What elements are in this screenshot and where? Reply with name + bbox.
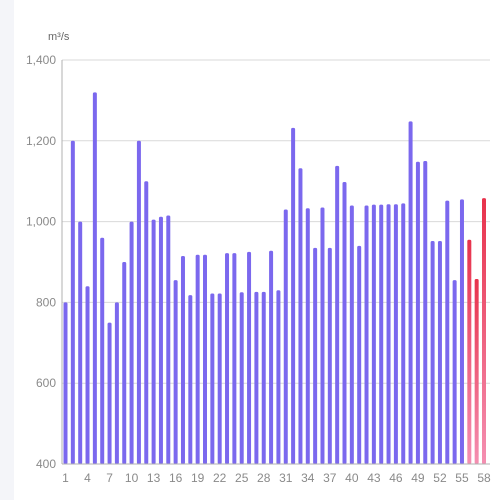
- bar[interactable]: [364, 205, 369, 464]
- bar[interactable]: [459, 199, 464, 464]
- bar[interactable]: [445, 200, 450, 465]
- axes: 400 600 800 1,000 1,200 1,400 1 4 7 10 13 16 19 22 25 2…: [26, 53, 491, 485]
- x-tick-label: 13: [147, 471, 161, 485]
- bar[interactable]: [371, 204, 376, 464]
- bar[interactable]: [92, 92, 97, 464]
- bar[interactable]: [437, 240, 442, 464]
- y-tick-label: 800: [36, 295, 56, 309]
- bar[interactable]: [408, 121, 413, 465]
- bar[interactable]: [320, 207, 325, 464]
- bar[interactable]: [122, 262, 127, 464]
- bar[interactable]: [276, 290, 281, 464]
- bar-highlight[interactable]: [474, 278, 479, 464]
- bar[interactable]: [452, 280, 457, 464]
- bar[interactable]: [423, 161, 428, 464]
- bar[interactable]: [298, 168, 303, 464]
- bar[interactable]: [415, 161, 420, 465]
- bar[interactable]: [107, 322, 112, 464]
- x-tick-label: 37: [323, 471, 337, 485]
- bar-highlight[interactable]: [482, 198, 486, 464]
- x-tick-label: 7: [106, 471, 113, 485]
- bar[interactable]: [63, 302, 68, 464]
- x-tick-label: 34: [301, 471, 315, 485]
- bar[interactable]: [151, 219, 156, 464]
- x-tick-label: 31: [279, 471, 293, 485]
- x-tick-label: 1: [62, 471, 69, 485]
- left-strip: [0, 0, 14, 500]
- bar[interactable]: [239, 292, 244, 464]
- bar[interactable]: [158, 216, 163, 464]
- x-tick-label: 40: [345, 471, 359, 485]
- bar[interactable]: [313, 247, 318, 464]
- bar[interactable]: [254, 291, 259, 464]
- bar[interactable]: [217, 293, 222, 464]
- x-tick-label: 43: [367, 471, 381, 485]
- bar[interactable]: [357, 245, 362, 464]
- y-tick-label: 1,200: [26, 134, 56, 148]
- bar[interactable]: [261, 291, 266, 464]
- bar[interactable]: [327, 247, 332, 464]
- x-tick-label: 16: [169, 471, 183, 485]
- bar[interactable]: [247, 251, 252, 464]
- bar[interactable]: [100, 237, 105, 464]
- bar[interactable]: [269, 250, 274, 464]
- x-tick-label: 55: [455, 471, 469, 485]
- x-tick-label: 22: [213, 471, 227, 485]
- x-tick-label: 49: [411, 471, 425, 485]
- bar[interactable]: [225, 253, 230, 464]
- bar[interactable]: [305, 208, 310, 464]
- y-tick-label: 1,000: [26, 215, 56, 229]
- bar[interactable]: [180, 255, 185, 464]
- bar[interactable]: [283, 209, 288, 464]
- x-tick-label: 10: [125, 471, 139, 485]
- x-tick-label: 58: [477, 471, 491, 485]
- bar[interactable]: [85, 286, 90, 464]
- bar[interactable]: [144, 181, 149, 464]
- bar[interactable]: [203, 254, 207, 464]
- x-tick-label: 4: [84, 471, 91, 485]
- bar[interactable]: [70, 140, 75, 465]
- bar[interactable]: [232, 253, 237, 464]
- x-tick-label: 25: [235, 471, 249, 485]
- bar[interactable]: [342, 182, 347, 464]
- bar[interactable]: [386, 204, 391, 464]
- bar[interactable]: [335, 165, 340, 464]
- x-tick-label: 52: [433, 471, 447, 485]
- y-tick-label: 1,400: [26, 53, 56, 67]
- bars: [63, 92, 486, 465]
- bar[interactable]: [136, 140, 141, 465]
- bar-highlight[interactable]: [467, 239, 472, 464]
- bar[interactable]: [379, 204, 384, 464]
- bar[interactable]: [173, 280, 178, 464]
- bar[interactable]: [166, 215, 171, 464]
- bar[interactable]: [129, 221, 134, 464]
- bar[interactable]: [291, 127, 296, 464]
- y-tick-label: 600: [36, 376, 56, 390]
- bar[interactable]: [188, 295, 193, 464]
- y-tick-label: 400: [36, 457, 56, 471]
- bar[interactable]: [78, 221, 83, 464]
- y-axis-unit-label: m³/s: [48, 31, 70, 43]
- x-tick-label: 46: [389, 471, 403, 485]
- bar[interactable]: [401, 203, 406, 465]
- bar[interactable]: [195, 254, 200, 464]
- bar[interactable]: [210, 293, 215, 464]
- x-tick-label: 28: [257, 471, 271, 485]
- bar[interactable]: [349, 205, 354, 464]
- bar[interactable]: [114, 302, 119, 464]
- x-tick-label: 19: [191, 471, 205, 485]
- bar[interactable]: [393, 204, 398, 464]
- bar[interactable]: [430, 240, 435, 464]
